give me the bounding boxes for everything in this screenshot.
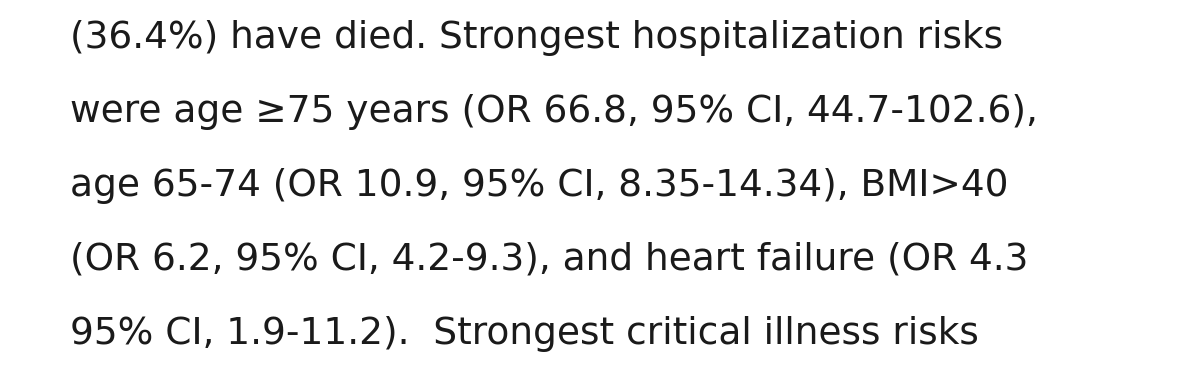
Text: were age ≥75 years (OR 66.8, 95% CI, 44.7-102.6),: were age ≥75 years (OR 66.8, 95% CI, 44.… [70, 94, 1038, 129]
Text: 95% CI, 1.9-11.2).  Strongest critical illness risks: 95% CI, 1.9-11.2). Strongest critical il… [70, 316, 978, 352]
Text: age 65-74 (OR 10.9, 95% CI, 8.35-14.34), BMI>40: age 65-74 (OR 10.9, 95% CI, 8.35-14.34),… [70, 168, 1008, 204]
Text: (OR 6.2, 95% CI, 4.2-9.3), and heart failure (OR 4.3: (OR 6.2, 95% CI, 4.2-9.3), and heart fai… [70, 242, 1028, 278]
Text: (36.4%) have died. Strongest hospitalization risks: (36.4%) have died. Strongest hospitaliza… [70, 20, 1003, 55]
